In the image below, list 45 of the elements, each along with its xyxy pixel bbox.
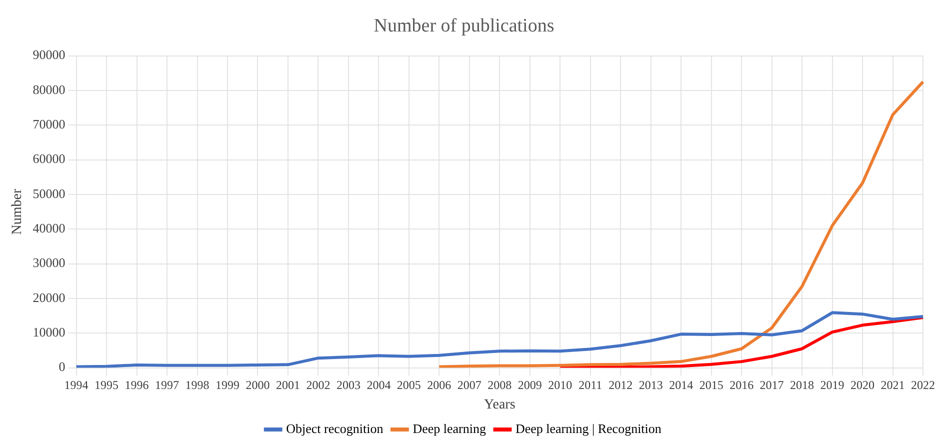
- x-tick-label: 1996: [124, 378, 149, 392]
- x-tick-label: 2005: [396, 378, 421, 392]
- y-tick-label: 20000: [32, 290, 66, 305]
- x-tick-label: 1998: [185, 378, 210, 392]
- x-tick-label: 2019: [820, 378, 844, 392]
- x-tick-label: 2004: [366, 378, 391, 392]
- x-tick-label: 2015: [699, 378, 724, 392]
- x-tick-label: 2008: [488, 378, 512, 392]
- y-tick-label: 0: [58, 359, 66, 374]
- x-tick-label: 2011: [578, 378, 602, 392]
- y-tick-label: 10000: [32, 324, 66, 340]
- x-tick-label: 2001: [276, 378, 300, 392]
- x-tick-label: 2009: [518, 378, 542, 392]
- x-tick-label: 2002: [306, 378, 330, 392]
- x-tick-label: 2003: [336, 378, 360, 392]
- y-axis-title: Number: [10, 188, 26, 235]
- chart-title: Number of publications: [374, 15, 554, 36]
- y-tick-label: 80000: [32, 82, 66, 97]
- y-tick-label: 50000: [32, 186, 66, 201]
- legend-label: Object recognition: [286, 420, 384, 436]
- x-tick-label: 2000: [246, 378, 270, 392]
- x-tick-label: 2021: [880, 378, 905, 392]
- legend-label: Deep learning: [412, 420, 486, 436]
- x-tick-label: 1997: [155, 378, 180, 392]
- x-tick-label: 2006: [427, 378, 452, 392]
- x-tick-label: 1994: [64, 378, 88, 392]
- y-tick-label: 30000: [32, 255, 66, 270]
- x-tick-label: 2018: [790, 378, 814, 392]
- x-tick-label: 1995: [94, 378, 119, 392]
- x-axis-title: Years: [484, 397, 516, 412]
- x-tick-label: 2013: [638, 378, 663, 392]
- x-tick-label: 2007: [457, 378, 482, 392]
- y-tick-label: 70000: [32, 116, 66, 132]
- legend-label: Deep learning | Recognition: [515, 420, 662, 436]
- y-tick-label: 90000: [32, 47, 66, 62]
- y-tick-label: 40000: [32, 220, 66, 236]
- y-tick-label: 60000: [32, 151, 66, 166]
- x-tick-label: 2014: [669, 378, 694, 392]
- x-tick-label: 2020: [850, 378, 875, 392]
- x-tick-label: 2022: [911, 378, 935, 392]
- x-tick-label: 2017: [760, 378, 784, 392]
- x-tick-label: 2012: [608, 378, 633, 392]
- x-tick-label: 1999: [215, 378, 240, 392]
- x-tick-label: 2016: [730, 378, 754, 392]
- x-tick-label: 2010: [548, 378, 572, 392]
